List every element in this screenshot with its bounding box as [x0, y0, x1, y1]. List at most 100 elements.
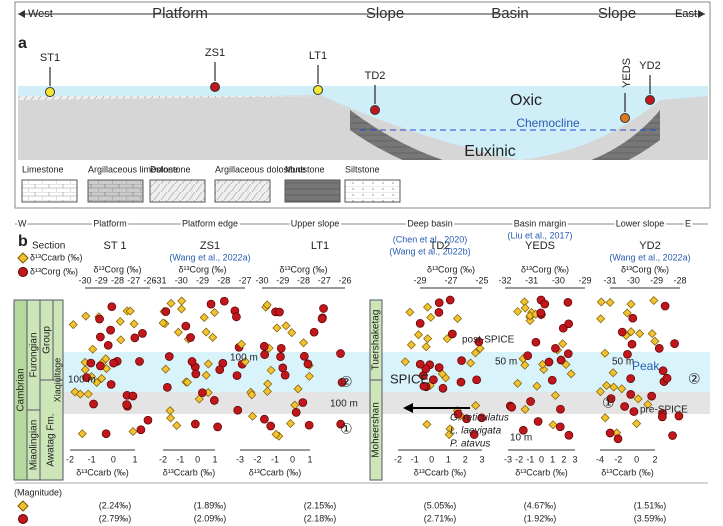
carb-point	[201, 370, 211, 380]
tick-label: -29	[413, 275, 426, 285]
org-point	[164, 352, 174, 361]
org-point	[187, 357, 197, 366]
annotations: 100 m 100 m 100 m 50 m 50 m 10 m SPICE p…	[68, 335, 701, 450]
carb-point	[129, 319, 139, 329]
org-point	[657, 412, 667, 422]
carb-point	[172, 420, 182, 430]
tick-label: -1	[526, 454, 534, 464]
carb-point	[600, 413, 610, 423]
axis-title: δ¹³Ccarb (‰)	[163, 467, 216, 477]
carb-point	[166, 413, 176, 423]
org-point	[533, 417, 543, 426]
org-point	[453, 409, 463, 419]
org-point	[660, 301, 670, 311]
org-point	[434, 363, 444, 372]
org-point	[136, 425, 146, 435]
magnitude-title: (Magnitude)	[14, 487, 62, 497]
panel-label: a	[18, 35, 27, 52]
tick-label: -3	[236, 454, 244, 464]
legend-item: δ¹³Ccarb (‰)	[30, 252, 83, 262]
org-point	[523, 351, 533, 361]
org-point	[89, 399, 98, 409]
tick-label: -1	[176, 454, 184, 464]
carb-point	[596, 314, 606, 324]
zone: Platform	[152, 5, 208, 22]
axis-title: δ¹³Corg (‰)	[521, 264, 569, 274]
carb-point	[116, 335, 126, 345]
tick-label: -29	[196, 275, 209, 285]
org-point	[298, 398, 308, 407]
event: pre-SPICE	[640, 405, 688, 416]
org-point	[280, 370, 290, 380]
carb-point	[405, 307, 415, 317]
carb-point	[201, 327, 211, 337]
tick-label: -26	[338, 275, 351, 285]
org-point	[445, 295, 455, 305]
org-point	[259, 341, 269, 351]
org-point	[303, 359, 313, 369]
litho-label: Dolostone	[150, 164, 191, 174]
magnitude: (2.79‰)	[99, 513, 132, 523]
panel-b: W Platform Platform edge Upper slope Deep ba…	[13, 216, 710, 524]
carb-point	[413, 330, 423, 340]
org-point	[434, 308, 444, 317]
org-point	[266, 421, 276, 431]
org-point	[213, 422, 222, 432]
org-point	[206, 299, 216, 309]
tick-label: -4	[596, 454, 604, 464]
org-point	[628, 313, 638, 323]
org-point	[191, 369, 201, 379]
org-point	[629, 407, 639, 416]
tick-label: 0	[195, 454, 200, 464]
tick-label: -32	[498, 275, 511, 285]
fossil: P. atavus	[450, 439, 490, 450]
carb-point	[617, 384, 627, 394]
tick-label: -31	[603, 275, 616, 285]
carb-point	[263, 379, 273, 389]
site-marker	[645, 95, 655, 105]
tick-label: -31	[525, 275, 538, 285]
org-point	[438, 383, 448, 393]
magnitude: (1.89‰)	[194, 500, 227, 510]
tick-label: 0	[539, 454, 544, 464]
org-point	[232, 312, 241, 322]
zone-label: E	[685, 218, 691, 228]
org-point	[317, 314, 327, 324]
basin-water	[330, 96, 660, 160]
carb-point	[453, 313, 463, 323]
org-point	[299, 351, 309, 361]
org-point	[627, 339, 637, 349]
water: Oxic	[510, 92, 542, 109]
site-label: LT1	[309, 50, 327, 62]
magnitude: (1.92‰)	[524, 513, 557, 523]
org-point	[547, 375, 557, 385]
section-title: TD2	[430, 240, 451, 252]
carb-point	[635, 329, 645, 339]
org-point	[419, 381, 429, 391]
carb-point	[566, 369, 576, 379]
magnitude: (3.59‰)	[634, 513, 667, 523]
scale: 100 m	[68, 375, 96, 386]
tick-label: 1	[446, 454, 451, 464]
section-title: LT1	[311, 240, 329, 252]
zone-label: Deep basin	[407, 218, 453, 228]
litho-swatch	[149, 179, 206, 203]
carb-point	[632, 419, 642, 429]
org-point	[276, 343, 286, 353]
tick-label: -28	[673, 275, 686, 285]
carb-point	[161, 364, 171, 374]
org-point	[531, 337, 541, 347]
org-point	[626, 390, 636, 399]
carb-point	[426, 312, 436, 322]
tick-label: 0	[111, 454, 116, 464]
strat-label: Moheershan	[371, 402, 382, 458]
tick-label: -28	[111, 275, 124, 285]
carb-point	[173, 327, 183, 337]
axis-title: δ¹³Ccarb (‰)	[414, 467, 467, 477]
tick-label: -29	[276, 275, 289, 285]
org-point	[109, 358, 118, 368]
org-point	[456, 377, 466, 387]
carb-point	[247, 411, 257, 421]
org-point	[654, 343, 664, 353]
